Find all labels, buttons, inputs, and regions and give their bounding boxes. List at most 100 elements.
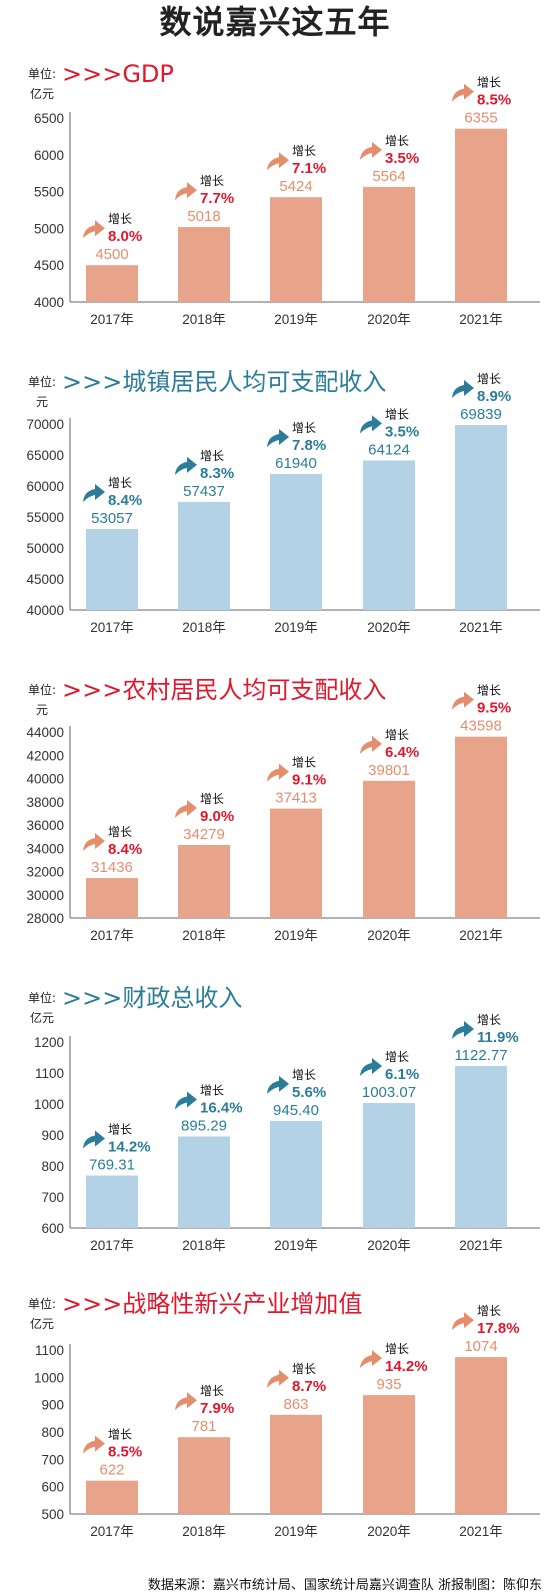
x-category-label: 2019年: [274, 620, 318, 635]
growth-percent: 8.5%: [108, 1444, 142, 1461]
growth-label: 增长: [385, 134, 409, 148]
growth-arrow-icon: [267, 1075, 289, 1094]
chart-title: >>>战略性新兴产业增加值: [62, 1290, 362, 1318]
growth-arrow-icon: [360, 141, 382, 160]
chart-title: >>>财政总收入: [62, 984, 242, 1012]
value-label: 4500: [95, 246, 128, 263]
y-tick-label: 4000: [34, 295, 64, 310]
x-category-label: 2017年: [90, 312, 134, 327]
growth-percent: 3.5%: [385, 150, 419, 167]
growth-percent: 5.6%: [292, 1084, 326, 1101]
value-label: 64124: [368, 441, 410, 458]
y-tick-label: 1000: [34, 1370, 64, 1385]
bar: [270, 808, 322, 918]
bar: [455, 1357, 507, 1514]
y-tick-label: 38000: [26, 795, 64, 810]
growth-arrow-icon: [83, 220, 105, 239]
value-label: 61940: [275, 455, 317, 472]
x-category-label: 2020年: [367, 928, 411, 943]
x-category-label: 2018年: [182, 620, 226, 635]
growth-label: 增长: [385, 1050, 409, 1064]
unit-label: 单位:: [28, 990, 56, 1005]
value-label: 5564: [372, 168, 405, 185]
x-category-label: 2017年: [90, 1238, 134, 1253]
bar: [363, 780, 415, 918]
y-tick-label: 1100: [35, 1343, 64, 1358]
value-label: 895.29: [181, 1117, 227, 1134]
value-label: 34279: [183, 826, 225, 843]
page-title: 数说嘉兴这五年: [159, 3, 391, 41]
growth-label: 增长: [292, 144, 316, 158]
y-tick-label: 40000: [26, 772, 64, 787]
growth-label: 增长: [477, 76, 501, 90]
growth-arrow-icon: [83, 484, 105, 503]
growth-percent: 6.4%: [385, 744, 419, 761]
growth-percent: 8.4%: [108, 841, 142, 858]
bar: [363, 186, 415, 302]
growth-percent: 8.5%: [477, 92, 511, 109]
y-tick-label: 34000: [26, 841, 64, 856]
growth-label: 增长: [108, 1428, 132, 1442]
growth-percent: 9.0%: [200, 808, 234, 825]
growth-arrow-icon: [175, 1091, 197, 1110]
unit-label: 元: [36, 395, 48, 409]
value-label: 57437: [183, 483, 225, 500]
value-label: 43598: [460, 718, 502, 735]
x-category-label: 2019年: [274, 1524, 318, 1539]
bar: [455, 424, 507, 610]
y-tick-label: 6000: [34, 148, 64, 163]
growth-percent: 3.5%: [385, 423, 419, 440]
growth-label: 增长: [477, 372, 501, 386]
value-label: 39801: [368, 762, 410, 779]
unit-label: 单位:: [28, 374, 56, 389]
growth-percent: 8.3%: [200, 465, 234, 482]
growth-percent: 9.5%: [477, 700, 511, 717]
growth-arrow-icon: [267, 152, 289, 171]
growth-arrow-icon: [267, 1369, 289, 1388]
y-tick-label: 65000: [26, 448, 64, 463]
growth-label: 增长: [292, 1362, 316, 1376]
growth-label: 增长: [200, 1083, 224, 1097]
value-label: 863: [283, 1396, 308, 1413]
value-label: 935: [376, 1376, 401, 1393]
x-category-label: 2019年: [274, 928, 318, 943]
unit-label: 亿元: [30, 1010, 54, 1025]
value-label: 53057: [91, 510, 133, 527]
bar: [270, 1120, 322, 1228]
x-category-label: 2017年: [90, 1524, 134, 1539]
bar: [363, 460, 415, 610]
unit-label: 单位:: [28, 66, 56, 81]
growth-arrow-icon: [360, 415, 382, 434]
growth-label: 增长: [385, 407, 409, 421]
growth-arrow-icon: [452, 1312, 474, 1331]
growth-arrow-icon: [83, 1435, 105, 1454]
y-tick-label: 60000: [26, 479, 64, 494]
y-tick-label: 5000: [34, 221, 64, 236]
x-category-label: 2021年: [459, 1524, 503, 1539]
value-label: 1122.77: [454, 1047, 507, 1064]
value-label: 31436: [91, 859, 133, 876]
chart-title: >>>农村居民人均可支配收入: [62, 676, 386, 704]
growth-arrow-icon: [267, 428, 289, 447]
growth-percent: 8.0%: [108, 228, 142, 245]
bar: [178, 1136, 230, 1228]
growth-percent: 16.4%: [200, 1099, 243, 1116]
growth-label: 增长: [477, 1304, 501, 1318]
bar: [270, 473, 322, 610]
y-tick-label: 600: [41, 1221, 64, 1236]
growth-arrow-icon: [452, 83, 474, 102]
x-category-label: 2021年: [459, 620, 503, 635]
growth-percent: 8.9%: [477, 388, 511, 405]
unit-label: 亿元: [30, 1316, 54, 1331]
y-tick-label: 900: [41, 1128, 64, 1143]
growth-percent: 7.8%: [292, 437, 326, 454]
growth-percent: 7.1%: [292, 160, 326, 177]
growth-label: 增长: [292, 756, 316, 770]
growth-label: 增长: [200, 1384, 224, 1398]
y-tick-label: 32000: [26, 865, 64, 880]
y-tick-label: 36000: [26, 818, 64, 833]
y-tick-label: 900: [41, 1398, 64, 1413]
bar: [455, 1065, 507, 1228]
y-tick-label: 800: [41, 1425, 64, 1440]
value-label: 1074: [464, 1338, 497, 1355]
